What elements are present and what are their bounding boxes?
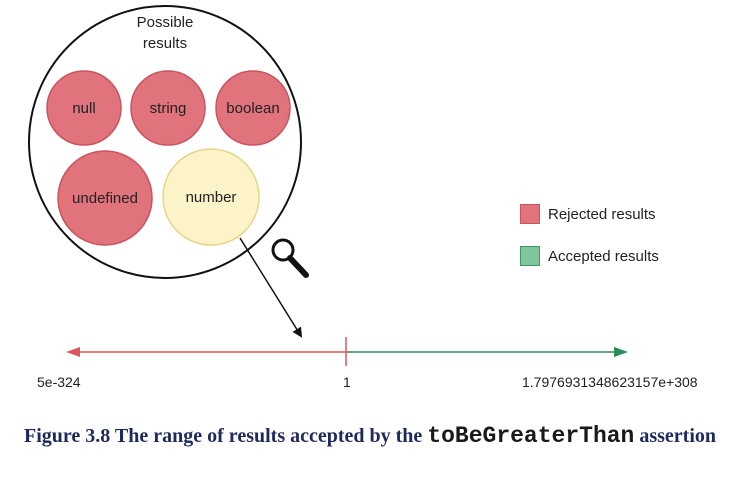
- rejected-arrowhead: [66, 347, 80, 357]
- number-bubble: [162, 148, 260, 246]
- accepted-arrowhead: [614, 347, 628, 357]
- number-label: number: [186, 189, 237, 206]
- boolean-bubble: [215, 70, 291, 146]
- threshold-value-label: 1: [343, 374, 351, 390]
- caption-prefix: Figure 3.8 The range of results accepted…: [24, 425, 428, 447]
- figure-caption: Figure 3.8 The range of results accepted…: [24, 420, 734, 452]
- legend-rejected-label: Rejected results: [548, 205, 656, 223]
- undefined-bubble: [57, 150, 153, 246]
- type-range-diagram: Possible results null string boolean und…: [28, 5, 628, 366]
- null-bubble: [46, 70, 122, 146]
- rejected-swatch: [520, 204, 540, 224]
- min-value-label: 5e-324: [37, 374, 81, 390]
- legend-rejected: Rejected results: [520, 204, 656, 224]
- caption-suffix: assertion: [634, 425, 717, 447]
- zoom-arrow: [239, 237, 303, 338]
- legend-accepted-label: Accepted results: [548, 247, 659, 265]
- undefined-label: undefined: [72, 190, 138, 207]
- accepted-swatch: [520, 246, 540, 266]
- legend-accepted: Accepted results: [520, 246, 659, 266]
- string-bubble: [130, 70, 206, 146]
- max-value-label: 1.7976931348623157e+308: [522, 374, 698, 390]
- string-label: string: [150, 100, 187, 117]
- magnifying-glass-icon: [271, 238, 309, 278]
- null-label: null: [72, 100, 95, 117]
- boolean-label: boolean: [226, 100, 279, 117]
- caption-code: toBeGreaterThan: [427, 423, 635, 449]
- circle-title-line1: Possible: [137, 14, 194, 31]
- circle-title-line2: results: [143, 35, 187, 52]
